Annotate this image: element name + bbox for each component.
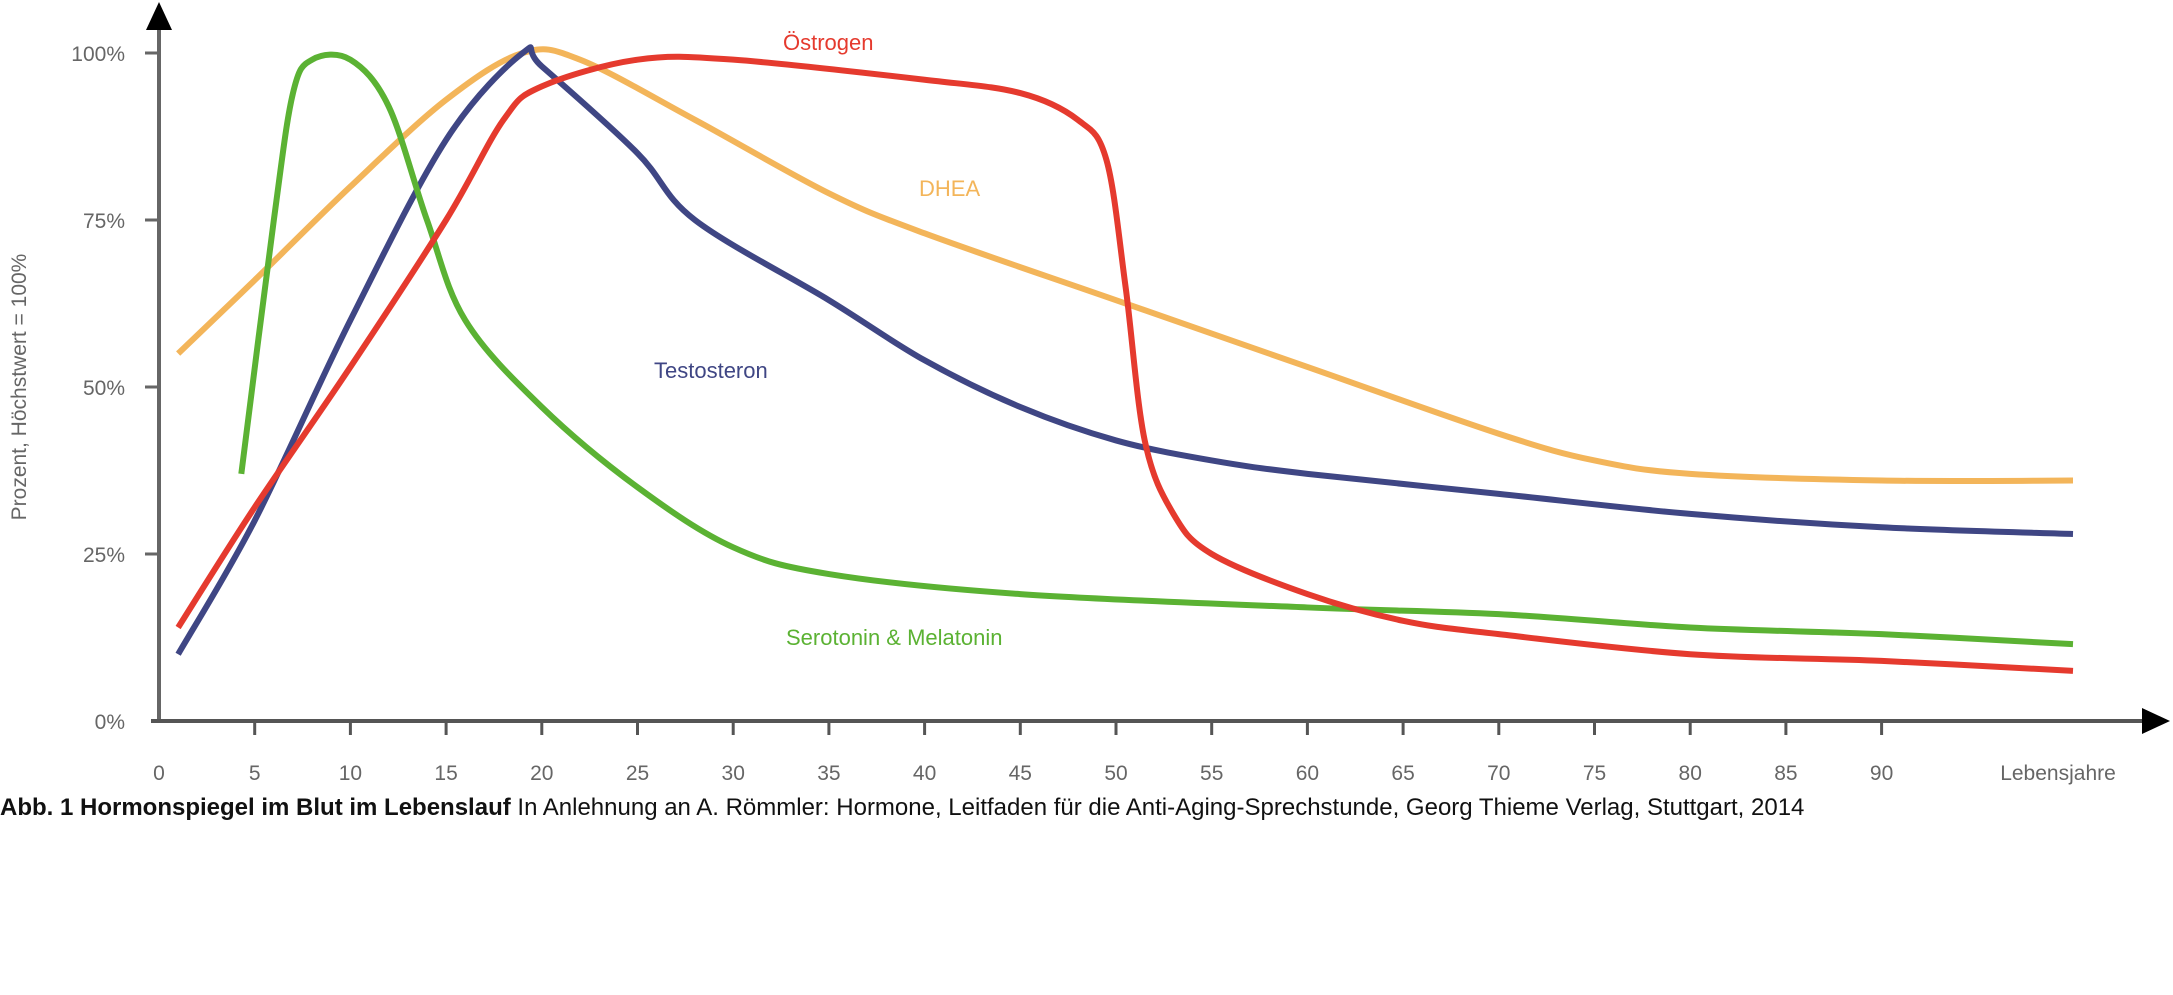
x-tick-label: 15 bbox=[434, 762, 457, 785]
x-tick-label: 35 bbox=[817, 762, 840, 785]
x-tick-label: 45 bbox=[1009, 762, 1032, 785]
x-tick-label: 70 bbox=[1487, 762, 1510, 785]
y-axis-arrow-icon bbox=[146, 2, 172, 30]
x-tick-label: 40 bbox=[913, 762, 936, 785]
x-tick-label: 0 bbox=[153, 762, 165, 785]
series-line-serotonin-melatonin bbox=[238, 51, 2074, 648]
annotation-serotonin-melatonin: Serotonin & Melatonin bbox=[786, 625, 1002, 650]
axes: 0 5 10 15 20 25 30 35 40 45 50 55 60 65 70 75 80 85 90 0% 25… bbox=[71, 2, 2170, 785]
annotation-dhea: DHEA bbox=[919, 176, 980, 201]
x-axis-arrow-icon bbox=[2142, 708, 2170, 734]
series-line-östrogen bbox=[175, 53, 2074, 674]
x-axis-label: Lebensjahre bbox=[2000, 762, 2116, 785]
x-tick-label: 5 bbox=[249, 762, 261, 785]
y-axis-label: Prozent, Höchstwert = 100% bbox=[8, 254, 31, 521]
y-tick-label: 50% bbox=[83, 377, 125, 400]
series-line-testosteron bbox=[175, 44, 2074, 656]
x-tick-label: 50 bbox=[1104, 762, 1127, 785]
figure-caption: Abb. 1 Hormonspiegel im Blut im Lebensla… bbox=[0, 794, 1804, 822]
x-tick-label: 75 bbox=[1583, 762, 1606, 785]
y-tick-label: 75% bbox=[83, 210, 125, 233]
x-tick-label: 25 bbox=[626, 762, 649, 785]
caption-title: Abb. 1 Hormonspiegel im Blut im Lebensla… bbox=[0, 794, 511, 821]
series-lines bbox=[175, 44, 2074, 674]
y-tick-label: 0% bbox=[95, 711, 125, 734]
series-line-dhea bbox=[176, 46, 2074, 485]
annotation-oestrogen: Östrogen bbox=[783, 30, 874, 55]
y-tick-label: 100% bbox=[71, 43, 125, 66]
x-tick-label: 10 bbox=[339, 762, 362, 785]
annotation-testosteron: Testosteron bbox=[654, 358, 768, 383]
x-tick-label: 80 bbox=[1679, 762, 1702, 785]
x-tick-label: 90 bbox=[1870, 762, 1893, 785]
x-tick-label: 20 bbox=[530, 762, 553, 785]
y-tick-label: 25% bbox=[83, 544, 125, 567]
x-tick-label: 85 bbox=[1774, 762, 1797, 785]
caption-text: In Anlehnung an A. Römmler: Hormone, Lei… bbox=[510, 794, 1805, 821]
x-tick-label: 55 bbox=[1200, 762, 1223, 785]
x-tick-label: 60 bbox=[1296, 762, 1319, 785]
x-tick-label: 65 bbox=[1391, 762, 1414, 785]
x-tick-label: 30 bbox=[722, 762, 745, 785]
